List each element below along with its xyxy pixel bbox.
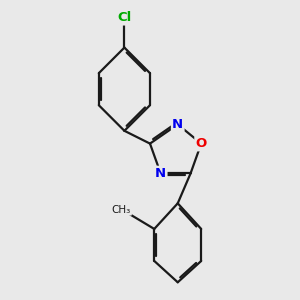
Text: N: N bbox=[155, 167, 166, 180]
Text: O: O bbox=[196, 137, 207, 150]
Text: N: N bbox=[172, 118, 183, 131]
Text: Cl: Cl bbox=[117, 11, 131, 24]
Text: CH₃: CH₃ bbox=[112, 205, 131, 215]
